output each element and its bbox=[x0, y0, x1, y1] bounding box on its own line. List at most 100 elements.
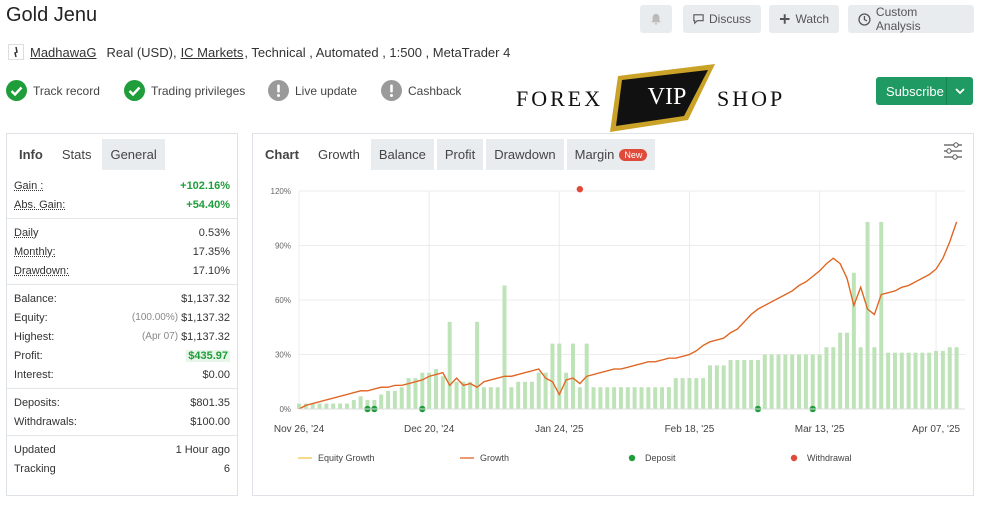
stats-row: Gain : +102.16% bbox=[7, 176, 237, 195]
bar bbox=[303, 403, 308, 409]
bar bbox=[468, 381, 473, 409]
user-icon bbox=[8, 44, 24, 60]
bar bbox=[529, 381, 534, 409]
bar bbox=[399, 387, 404, 409]
bar bbox=[516, 381, 521, 409]
bar bbox=[365, 399, 370, 409]
stats-value: $801.35 bbox=[190, 396, 230, 409]
stats-value: 6 bbox=[223, 462, 230, 475]
subscribe-label: Subscribe bbox=[886, 83, 944, 99]
stats-tab[interactable]: Info bbox=[11, 139, 51, 170]
stats-group: Daily 0.53% Monthly: 17.35% Drawdown: 17.10% bbox=[7, 218, 237, 284]
bar bbox=[769, 354, 774, 409]
bar bbox=[351, 399, 356, 409]
stats-value: 17.35% bbox=[192, 245, 230, 258]
chart-tab[interactable]: Drawdown bbox=[486, 139, 564, 170]
stats-label: Tracking bbox=[14, 462, 56, 475]
stats-value: $435.97 bbox=[186, 349, 230, 362]
badge-label: Trading privileges bbox=[151, 83, 246, 98]
account-details: , Technical , Automated , 1:500 , MetaTr… bbox=[244, 44, 511, 60]
badge-check bbox=[10, 86, 23, 97]
discuss-button[interactable]: Discuss bbox=[683, 5, 761, 33]
chart-tab-label: Balance bbox=[378, 147, 426, 162]
stats-row: Abs. Gain: +54.40% bbox=[7, 195, 237, 214]
stats-label: Equity: bbox=[14, 311, 48, 324]
bar bbox=[934, 350, 939, 409]
bar bbox=[495, 387, 500, 409]
stats-tab[interactable]: Stats bbox=[53, 139, 100, 170]
point bbox=[576, 185, 584, 193]
bar bbox=[639, 387, 644, 409]
bar bbox=[714, 365, 719, 409]
badge: Track record bbox=[6, 80, 100, 101]
bar bbox=[420, 372, 425, 409]
bar bbox=[783, 354, 788, 409]
badge: Cashback bbox=[381, 80, 461, 101]
legend-swatch bbox=[790, 454, 798, 462]
bell-icon bbox=[651, 13, 661, 25]
stats-label: Updated bbox=[14, 443, 56, 456]
broker-link[interactable]: IC Markets bbox=[180, 44, 244, 60]
bar bbox=[646, 387, 651, 409]
stats-row: Interest: $0.00 bbox=[7, 365, 237, 384]
settings-icon[interactable] bbox=[943, 142, 963, 160]
bar bbox=[447, 321, 452, 409]
bar bbox=[886, 352, 891, 409]
bar bbox=[502, 285, 507, 409]
chart-tab[interactable]: Growth bbox=[309, 139, 368, 170]
subscribe-button[interactable]: Subscribe bbox=[876, 77, 973, 105]
custom-analysis-button[interactable]: Custom Analysis bbox=[848, 5, 974, 33]
bar bbox=[536, 372, 541, 409]
user-link[interactable]: MadhawaG bbox=[30, 44, 97, 60]
subscribe-caret[interactable] bbox=[946, 77, 973, 105]
bar bbox=[742, 359, 747, 409]
chart-tab-label: Profit bbox=[444, 147, 476, 162]
stats-label: Monthly: bbox=[14, 245, 56, 258]
bar bbox=[701, 378, 706, 409]
stats-label: Profit: bbox=[14, 349, 43, 362]
stats-value: $100.00 bbox=[190, 415, 230, 428]
y-tick-label: 60% bbox=[275, 296, 291, 305]
bar bbox=[475, 321, 480, 409]
bar bbox=[577, 387, 582, 409]
stats-tab[interactable]: General bbox=[102, 139, 165, 170]
badge-dot bbox=[390, 94, 393, 97]
bar bbox=[858, 347, 863, 409]
stats-value: 0.53% bbox=[198, 226, 230, 239]
bar bbox=[776, 354, 781, 409]
bar bbox=[523, 381, 528, 409]
chart-tab-label: Drawdown bbox=[494, 147, 556, 162]
stats-value: $1,137.32 bbox=[181, 311, 230, 324]
legend-label: Growth bbox=[480, 453, 509, 463]
bar bbox=[564, 372, 569, 409]
badge: Trading privileges bbox=[124, 80, 245, 101]
bar bbox=[379, 394, 384, 409]
bar bbox=[331, 403, 336, 409]
legend-swatch bbox=[628, 454, 636, 462]
chart-tab-label: Growth bbox=[317, 147, 360, 162]
bar bbox=[824, 347, 829, 409]
chart-tabs: Chart Growth Balance Profit Drawdown Margin N… bbox=[253, 134, 973, 170]
bar bbox=[940, 350, 945, 409]
badge-icon bbox=[381, 80, 402, 101]
watch-button[interactable]: Watch bbox=[769, 5, 839, 33]
bar bbox=[310, 403, 315, 409]
stats-value: $1,137.32 bbox=[181, 330, 230, 343]
bar bbox=[810, 354, 815, 409]
bar bbox=[803, 354, 808, 409]
bar bbox=[817, 354, 822, 409]
legend-label: Equity Growth bbox=[318, 453, 375, 463]
chart-tab[interactable]: Balance bbox=[370, 139, 434, 170]
stats-row: Monthly: 17.35% bbox=[7, 242, 237, 261]
bell-button[interactable] bbox=[640, 5, 672, 33]
stats-panel: Info Stats General Gain : +102.16% Abs. Gain… bbox=[6, 133, 238, 496]
logo-middle: VIP bbox=[647, 84, 687, 110]
chart-tab[interactable]: Profit bbox=[436, 139, 484, 170]
bar bbox=[838, 332, 843, 409]
bar bbox=[694, 378, 699, 409]
chart-tab[interactable]: Margin New bbox=[566, 139, 656, 170]
chart: 0% 30% 60% 90% 120% Nov 26, '24 Dec 20, '24 Jan… bbox=[271, 185, 965, 463]
bar bbox=[954, 347, 959, 409]
bar bbox=[481, 387, 486, 409]
